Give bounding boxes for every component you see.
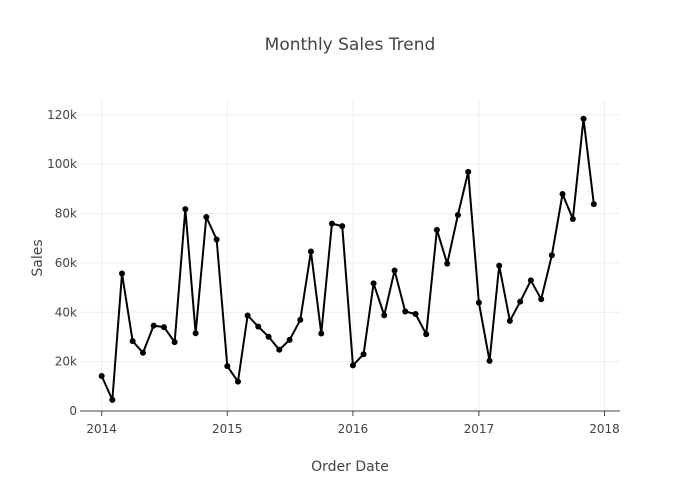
data-point[interactable] bbox=[328, 220, 335, 227]
data-point[interactable] bbox=[213, 236, 220, 243]
series-layer bbox=[98, 115, 597, 403]
data-point[interactable] bbox=[590, 201, 597, 208]
data-point[interactable] bbox=[381, 312, 388, 319]
data-point[interactable] bbox=[486, 357, 493, 364]
data-point[interactable] bbox=[182, 206, 189, 213]
data-point[interactable] bbox=[360, 351, 367, 358]
data-point[interactable] bbox=[150, 322, 157, 329]
data-point[interactable] bbox=[475, 299, 482, 306]
y-tick-label: 20k bbox=[55, 355, 77, 369]
series-line bbox=[100, 117, 595, 401]
y-tick-label: 80k bbox=[55, 207, 77, 221]
data-point[interactable] bbox=[307, 248, 314, 255]
x-tick-label: 2018 bbox=[589, 422, 620, 436]
data-point[interactable] bbox=[318, 330, 325, 337]
y-tick-label: 120k bbox=[47, 108, 77, 122]
data-point[interactable] bbox=[391, 267, 398, 274]
data-point[interactable] bbox=[171, 339, 178, 346]
data-point[interactable] bbox=[433, 226, 440, 233]
data-point[interactable] bbox=[109, 396, 116, 403]
data-point[interactable] bbox=[224, 363, 231, 370]
chart-title: Monthly Sales Trend bbox=[265, 35, 436, 55]
axes: 0 20k 40k 60k 80k 100k 120k 2014 2015 2016 2017 201… bbox=[47, 108, 620, 436]
y-axis-title: Sales bbox=[30, 239, 46, 276]
x-tick-label: 2016 bbox=[338, 422, 369, 436]
y-tick-label: 0 bbox=[69, 404, 77, 418]
data-point[interactable] bbox=[129, 338, 136, 345]
data-point[interactable] bbox=[548, 252, 555, 259]
data-point[interactable] bbox=[349, 362, 356, 369]
data-point[interactable] bbox=[297, 316, 304, 323]
data-point[interactable] bbox=[559, 191, 566, 198]
x-tick-label: 2014 bbox=[86, 422, 117, 436]
data-point[interactable] bbox=[370, 280, 377, 287]
x-axis-title: Order Date bbox=[311, 459, 389, 475]
x-tick-label: 2017 bbox=[464, 422, 495, 436]
data-point[interactable] bbox=[444, 260, 451, 267]
data-point[interactable] bbox=[569, 215, 576, 222]
data-point[interactable] bbox=[234, 378, 241, 385]
data-point[interactable] bbox=[98, 372, 105, 379]
data-point[interactable] bbox=[244, 312, 251, 319]
y-tick-label: 100k bbox=[47, 157, 77, 171]
data-point[interactable] bbox=[580, 115, 587, 122]
data-point[interactable] bbox=[465, 168, 472, 175]
data-point[interactable] bbox=[402, 308, 409, 315]
data-point[interactable] bbox=[538, 296, 545, 303]
y-tick-label: 60k bbox=[55, 256, 77, 270]
data-point[interactable] bbox=[160, 324, 167, 331]
x-tick-label: 2015 bbox=[212, 422, 243, 436]
data-point[interactable] bbox=[192, 330, 199, 337]
data-point[interactable] bbox=[454, 212, 461, 219]
data-point[interactable] bbox=[265, 333, 272, 340]
y-tick-label: 40k bbox=[55, 305, 77, 319]
data-point[interactable] bbox=[423, 331, 430, 338]
data-point[interactable] bbox=[276, 346, 283, 353]
data-point[interactable] bbox=[255, 323, 262, 330]
data-point[interactable] bbox=[139, 349, 146, 356]
data-point[interactable] bbox=[286, 336, 293, 343]
data-point[interactable] bbox=[339, 223, 346, 230]
data-point[interactable] bbox=[412, 311, 419, 317]
data-point[interactable] bbox=[527, 277, 534, 284]
grid-lines bbox=[80, 100, 620, 411]
data-point[interactable] bbox=[496, 262, 503, 269]
data-point[interactable] bbox=[203, 214, 210, 220]
data-point[interactable] bbox=[118, 270, 125, 277]
data-point[interactable] bbox=[506, 317, 513, 324]
data-point[interactable] bbox=[517, 298, 524, 305]
